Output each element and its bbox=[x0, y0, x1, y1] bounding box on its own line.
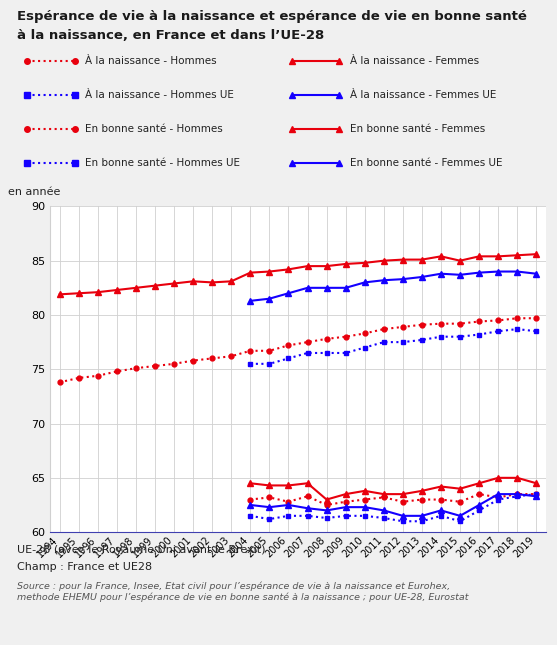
Text: Champ : France et UE28: Champ : France et UE28 bbox=[17, 562, 152, 573]
Text: En bonne santé - Femmes UE: En bonne santé - Femmes UE bbox=[350, 157, 502, 168]
Text: En bonne santé - Hommes: En bonne santé - Hommes bbox=[86, 124, 223, 134]
Text: À la naissance - Femmes UE: À la naissance - Femmes UE bbox=[350, 90, 496, 99]
Text: À la naissance - Femmes: À la naissance - Femmes bbox=[350, 55, 479, 66]
Text: à la naissance, en France et dans l’UE-28: à la naissance, en France et dans l’UE-2… bbox=[17, 29, 324, 42]
Text: À la naissance - Hommes UE: À la naissance - Hommes UE bbox=[86, 90, 234, 99]
Text: En bonne santé - Hommes UE: En bonne santé - Hommes UE bbox=[86, 157, 241, 168]
Text: En bonne santé - Femmes: En bonne santé - Femmes bbox=[350, 124, 485, 134]
Text: UE-28 (avec le Royaume Uni avant le Brexit): UE-28 (avec le Royaume Uni avant le Brex… bbox=[17, 545, 265, 555]
Text: Source : pour la France, Insee, Etat civil pour l’espérance de vie à la naissanc: Source : pour la France, Insee, Etat civ… bbox=[17, 582, 468, 602]
Text: en année: en année bbox=[8, 186, 60, 197]
Text: À la naissance - Hommes: À la naissance - Hommes bbox=[86, 55, 217, 66]
Text: Espérance de vie à la naissance et espérance de vie en bonne santé: Espérance de vie à la naissance et espér… bbox=[17, 10, 526, 23]
